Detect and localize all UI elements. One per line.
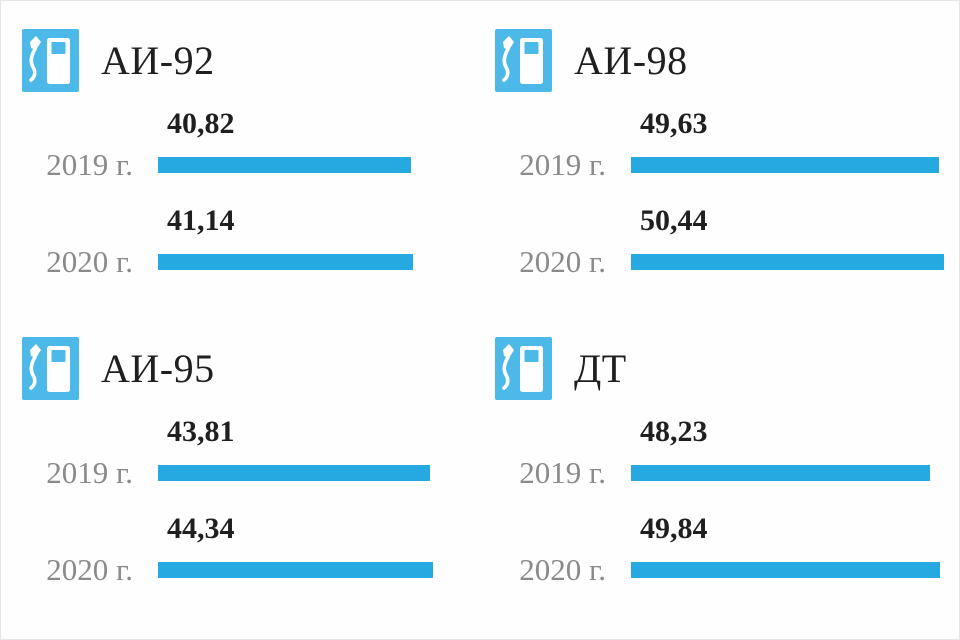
price-value: 44,34 (167, 512, 235, 545)
year-label: 2019 г. (46, 147, 133, 182)
fuel-card-ai92: АИ-92 40,82 2019 г. 41,14 2020 г. (1, 1, 474, 309)
bar-row: 41,14 2020 г. (22, 206, 474, 277)
price-bar (158, 464, 430, 481)
fuel-pump-icon (22, 337, 79, 400)
year-label: 2020 г. (46, 244, 133, 279)
bar-row: 40,82 2019 г. (22, 109, 474, 180)
fuel-pump-icon (495, 337, 552, 400)
bar-row: 44,34 2020 г. (22, 514, 474, 585)
price-value: 49,84 (640, 512, 708, 545)
year-label: 2020 г. (519, 552, 606, 587)
price-value: 40,82 (167, 107, 235, 140)
bar-row: 43,81 2019 г. (22, 417, 474, 488)
year-label: 2020 г. (46, 552, 133, 587)
year-label: 2019 г. (519, 147, 606, 182)
fuel-card-ai98: АИ-98 49,63 2019 г. 50,44 2020 г. (474, 1, 947, 309)
year-label: 2019 г. (46, 455, 133, 490)
bar-row: 50,44 2020 г. (495, 206, 947, 277)
price-bar (631, 156, 939, 173)
price-value: 50,44 (640, 204, 708, 237)
price-value: 43,81 (167, 415, 235, 448)
fuel-card-ai95: АИ-95 43,81 2019 г. 44,34 2020 г. (1, 309, 474, 639)
bar-row: 48,23 2019 г. (495, 417, 947, 488)
price-bar (158, 561, 433, 578)
card-title: ДТ (574, 345, 627, 391)
price-bar (631, 561, 940, 578)
card-header: АИ-98 (495, 29, 947, 92)
fuel-pump-icon (495, 29, 552, 92)
price-bar (158, 156, 411, 173)
card-header: ДТ (495, 337, 947, 400)
year-label: 2020 г. (519, 244, 606, 279)
price-value: 41,14 (167, 204, 235, 237)
card-title: АИ-98 (574, 37, 688, 83)
bar-row: 49,63 2019 г. (495, 109, 947, 180)
price-bar (631, 464, 930, 481)
card-header: АИ-95 (22, 337, 474, 400)
price-value: 49,63 (640, 107, 708, 140)
price-bar (158, 253, 413, 270)
price-value: 48,23 (640, 415, 708, 448)
card-title: АИ-92 (101, 37, 215, 83)
card-title: АИ-95 (101, 345, 215, 391)
fuel-pump-icon (22, 29, 79, 92)
card-header: АИ-92 (22, 29, 474, 92)
bar-row: 49,84 2020 г. (495, 514, 947, 585)
price-bar (631, 253, 944, 270)
fuel-card-dt: ДТ 48,23 2019 г. 49,84 2020 г. (474, 309, 947, 639)
year-label: 2019 г. (519, 455, 606, 490)
